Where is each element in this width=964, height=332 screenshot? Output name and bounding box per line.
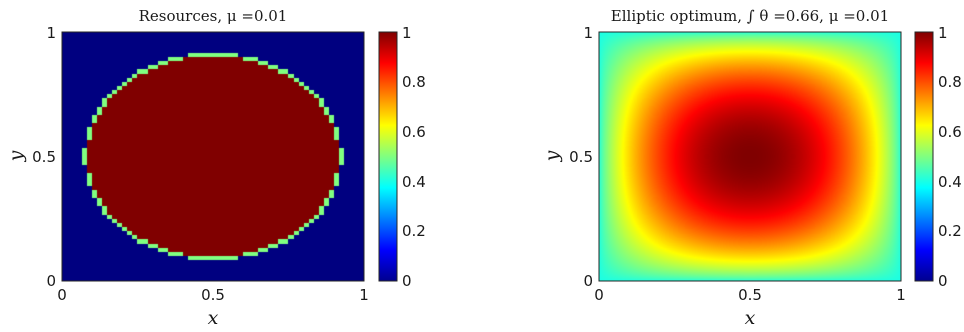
heatmap-right [599,32,901,281]
y-axis-label-right: y [541,150,563,162]
y-tick-label-right-2: 1 [583,24,593,42]
chart-title-left: Resources, μ =0.01 [139,7,288,25]
colorbar-tick-right-0: 0 [938,272,948,290]
colorbar-tick-left-5: 1 [402,24,412,42]
panel-right: Elliptic optimum, ∫ θ =0.66, μ =0.01 0 0… [541,7,962,329]
colorbar-tick-right-4: 0.8 [938,73,962,91]
y-tick-label-left-0: 0 [46,272,56,290]
x-tick-label-right-1: 0.5 [738,286,762,304]
colorbar-tick-right-3: 0.6 [938,123,962,141]
y-tick-label-left-2: 1 [46,24,56,42]
colorbar-tick-left-3: 0.6 [402,123,426,141]
x-axis-label-left: x [208,307,219,329]
panel-left: Resources, μ =0.01 0 0.5 1 0 0.5 1 x y 0… [5,7,426,329]
x-tick-label-left-0: 0 [57,286,67,304]
colorbar-tick-right-2: 0.4 [938,173,962,191]
x-tick-label-left-1: 0.5 [201,286,225,304]
y-tick-label-left-1: 0.5 [32,148,56,166]
x-tick-label-right-0: 0 [594,286,604,304]
heatmap-left [62,32,364,281]
colorbar-tick-left-2: 0.4 [402,173,426,191]
chart-title-right: Elliptic optimum, ∫ θ =0.66, μ =0.01 [611,7,889,25]
x-tick-label-right-2: 1 [896,286,906,304]
x-axis-label-right: x [745,307,756,329]
colorbar-right [914,31,934,282]
plot-frame-right [598,31,902,282]
plot-frame-left [61,31,365,282]
y-axis-label-left: y [5,150,27,162]
colorbar-left [378,31,398,282]
colorbar-tick-right-1: 0.2 [938,222,962,240]
x-tick-label-left-2: 1 [359,286,369,304]
y-tick-label-right-1: 0.5 [569,148,593,166]
y-tick-label-right-0: 0 [583,272,593,290]
colorbar-tick-right-5: 1 [938,24,948,42]
colorbar-tick-left-4: 0.8 [402,73,426,91]
colorbar-tick-left-1: 0.2 [402,222,426,240]
colorbar-tick-left-0: 0 [402,272,412,290]
